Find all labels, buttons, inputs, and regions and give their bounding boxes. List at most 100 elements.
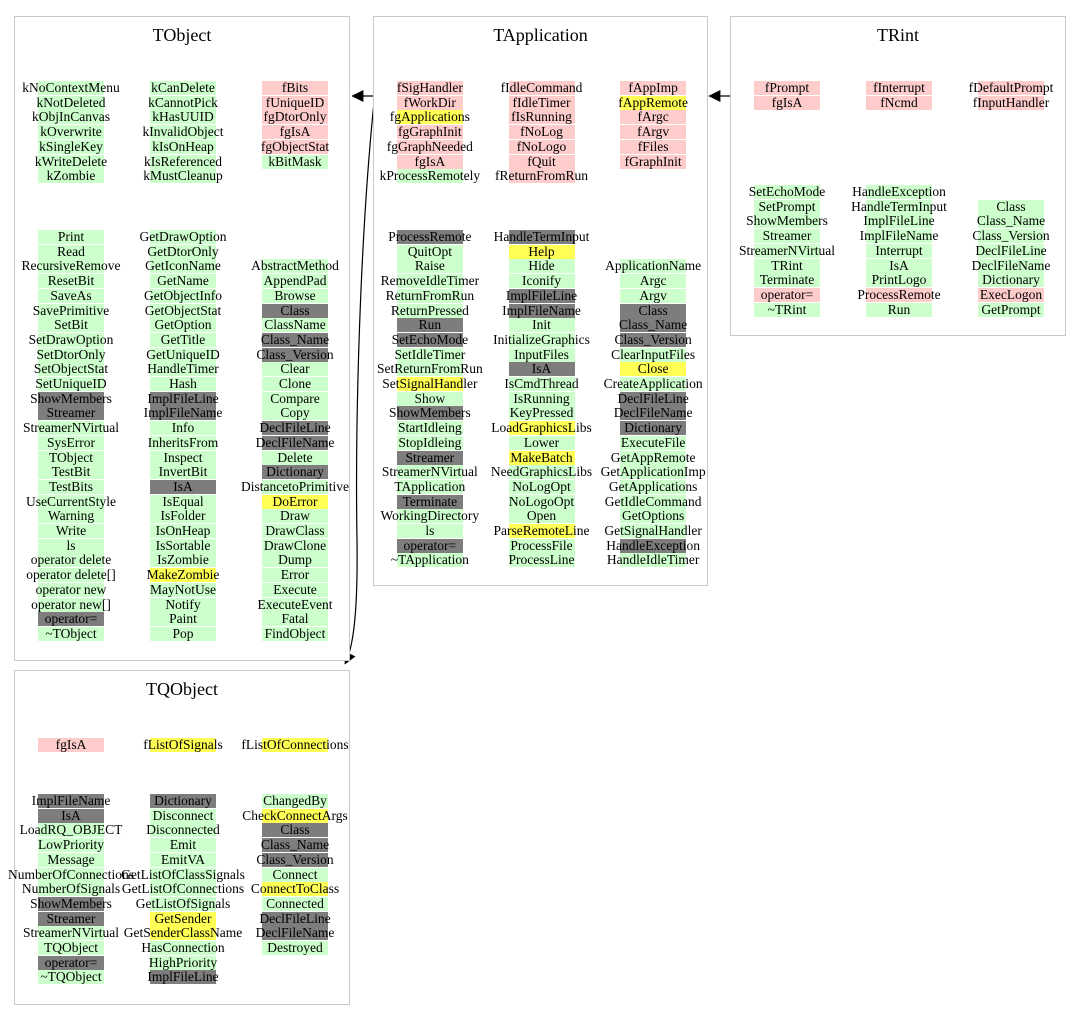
method-cell-class-name[interactable]: Class_Name [261, 838, 329, 853]
method-cell-isequal[interactable]: IsEqual [150, 494, 216, 509]
method-cell-streamernvirtual[interactable]: StreamerNVirtual [739, 243, 835, 258]
method-cell-argv[interactable]: Argv [620, 288, 687, 303]
method-cell-error[interactable]: Error [262, 568, 328, 583]
method-cell-showmembers[interactable]: ShowMembers [30, 391, 112, 406]
method-cell-maynotuse[interactable]: MayNotUse [150, 582, 216, 597]
method-cell-getapplicationimp[interactable]: GetApplicationImp [601, 465, 706, 480]
method-cell-warning[interactable]: Warning [38, 509, 104, 524]
method-cell-streamer[interactable]: Streamer [754, 229, 820, 244]
member-cell-fappremote[interactable]: fAppRemote [618, 95, 688, 110]
method-cell-pop[interactable]: Pop [150, 626, 216, 641]
method-cell-isa[interactable]: IsA [38, 808, 104, 823]
method-cell-distancetoprimitive[interactable]: DistancetoPrimitive [241, 479, 349, 494]
method-cell-keypressed[interactable]: KeyPressed [508, 406, 575, 421]
method-cell-inheritsfrom[interactable]: InheritsFrom [148, 435, 218, 450]
method-cell-setdrawoption[interactable]: SetDrawOption [29, 332, 113, 347]
member-cell-kzombie[interactable]: kZombie [38, 169, 104, 184]
method-cell-recursiveremove[interactable]: RecursiveRemove [22, 259, 121, 274]
member-cell-kcandelete[interactable]: kCanDelete [150, 81, 216, 95]
method-cell-resetbit[interactable]: ResetBit [38, 274, 104, 289]
method-cell-tobject[interactable]: TObject [38, 450, 104, 465]
method-cell-declfileline[interactable]: DeclFileLine [975, 243, 1047, 258]
method-cell-setuniqueid[interactable]: SetUniqueID [35, 377, 107, 391]
method-cell--trint[interactable]: ~TRint [754, 302, 820, 317]
member-cell-fquit[interactable]: fQuit [508, 154, 575, 169]
method-cell-testbit[interactable]: TestBit [38, 465, 104, 480]
method-cell-handleexception[interactable]: HandleException [852, 185, 946, 199]
method-cell-class-name[interactable]: Class_Name [977, 214, 1045, 229]
member-cell-kinvalidobject[interactable]: kInvalidObject [143, 125, 224, 140]
method-cell-makebatch[interactable]: MakeBatch [508, 450, 575, 465]
method-cell-class-version[interactable]: Class_Version [615, 332, 692, 347]
method-cell-getoption[interactable]: GetOption [150, 318, 216, 333]
method-cell-saveas[interactable]: SaveAs [38, 288, 104, 303]
method-cell-issortable[interactable]: IsSortable [150, 538, 216, 553]
method-cell-declfileline[interactable]: DeclFileLine [618, 391, 689, 406]
member-cell-ffiles[interactable]: fFiles [620, 139, 687, 154]
method-cell-executeevent[interactable]: ExecuteEvent [258, 597, 332, 612]
method-cell-returnfromrun[interactable]: ReturnFromRun [386, 288, 474, 303]
method-cell-delete[interactable]: Delete [262, 450, 328, 465]
member-cell-fgdtoronly[interactable]: fgDtorOnly [262, 110, 328, 125]
method-cell-invertbit[interactable]: InvertBit [150, 465, 216, 480]
method-cell-isa[interactable]: IsA [150, 479, 216, 494]
method-cell-print[interactable]: Print [38, 230, 104, 244]
method-cell-implfileline[interactable]: ImplFileLine [147, 970, 219, 985]
method-cell-processremote[interactable]: ProcessRemote [388, 230, 471, 244]
method-cell-clone[interactable]: Clone [262, 377, 328, 391]
method-cell-implfileline[interactable]: ImplFileLine [147, 391, 219, 406]
method-cell-tqobject[interactable]: TQObject [38, 941, 104, 955]
method-cell-getuniqueid[interactable]: GetUniqueID [146, 347, 220, 362]
member-cell-khasuuid[interactable]: kHasUUID [150, 110, 216, 125]
method-cell-lower[interactable]: Lower [508, 435, 575, 450]
method-cell-getobjectstat[interactable]: GetObjectStat [145, 303, 221, 318]
method-cell-setbit[interactable]: SetBit [38, 318, 104, 333]
member-cell-fgisa[interactable]: fgIsA [754, 95, 820, 110]
method-cell-isrunning[interactable]: IsRunning [508, 391, 575, 406]
member-cell-kisreferenced[interactable]: kIsReferenced [144, 154, 222, 169]
method-cell-operator-delete-[interactable]: operator delete[] [26, 568, 116, 583]
method-cell-setsignalhandler[interactable]: SetSignalHandler [382, 377, 477, 391]
method-cell-emit[interactable]: Emit [150, 838, 216, 853]
method-cell-trint[interactable]: TRint [754, 258, 820, 273]
method-cell-findobject[interactable]: FindObject [262, 626, 328, 641]
member-cell-kmustcleanup[interactable]: kMustCleanup [143, 169, 223, 184]
member-cell-knocontextmenu[interactable]: kNoContextMenu [22, 81, 120, 95]
member-cell-fsighandler[interactable]: fSigHandler [396, 81, 463, 95]
method-cell-destroyed[interactable]: Destroyed [262, 941, 328, 955]
method-cell-stopidleing[interactable]: StopIdleing [396, 435, 463, 450]
method-cell-setprompt[interactable]: SetPrompt [754, 199, 820, 214]
member-cell-fnolog[interactable]: fNoLog [508, 125, 575, 140]
method-cell-showmembers[interactable]: ShowMembers [30, 896, 112, 911]
method-cell-terminate[interactable]: Terminate [754, 273, 820, 288]
method-cell-dictionary[interactable]: Dictionary [620, 421, 687, 436]
method-cell-getidlecommand[interactable]: GetIdleCommand [605, 494, 702, 509]
member-cell-fdefaultprompt[interactable]: fDefaultPrompt [969, 81, 1053, 95]
member-cell-fgisa[interactable]: fgIsA [38, 738, 104, 752]
method-cell-execute[interactable]: Execute [262, 582, 328, 597]
member-cell-koverwrite[interactable]: kOverwrite [38, 125, 104, 140]
method-cell-streamer[interactable]: Streamer [38, 911, 104, 926]
method-cell-operator-delete[interactable]: operator delete [31, 553, 111, 568]
method-cell-inputfiles[interactable]: InputFiles [508, 347, 575, 362]
method-cell-operator-new[interactable]: operator new [36, 582, 106, 597]
method-cell-argc[interactable]: Argc [620, 274, 687, 289]
method-cell-declfilename[interactable]: DeclFileName [614, 406, 693, 421]
method-cell-draw[interactable]: Draw [262, 509, 328, 524]
method-cell--tqobject[interactable]: ~TQObject [38, 970, 104, 985]
method-cell-highpriority[interactable]: HighPriority [149, 955, 217, 970]
method-cell-numberofsignals[interactable]: NumberOfSignals [22, 882, 120, 897]
member-cell-kprocessremotely[interactable]: kProcessRemotely [380, 169, 480, 184]
member-cell-fggraphinit[interactable]: fgGraphInit [396, 125, 463, 140]
method-cell-raise[interactable]: Raise [396, 259, 463, 274]
method-cell-getlistofclasssignals[interactable]: GetListOfClassSignals [121, 867, 245, 882]
method-cell-show[interactable]: Show [396, 391, 463, 406]
method-cell-geticonname[interactable]: GetIconName [145, 259, 221, 274]
method-cell-executefile[interactable]: ExecuteFile [620, 435, 687, 450]
member-cell-ksinglekey[interactable]: kSingleKey [38, 139, 104, 154]
method-cell-hash[interactable]: Hash [150, 377, 216, 391]
method-cell-fatal[interactable]: Fatal [262, 612, 328, 627]
member-cell-fggraphneeded[interactable]: fgGraphNeeded [387, 139, 473, 154]
member-cell-finputhandler[interactable]: fInputHandler [973, 95, 1049, 110]
member-cell-fappimp[interactable]: fAppImp [620, 81, 687, 95]
